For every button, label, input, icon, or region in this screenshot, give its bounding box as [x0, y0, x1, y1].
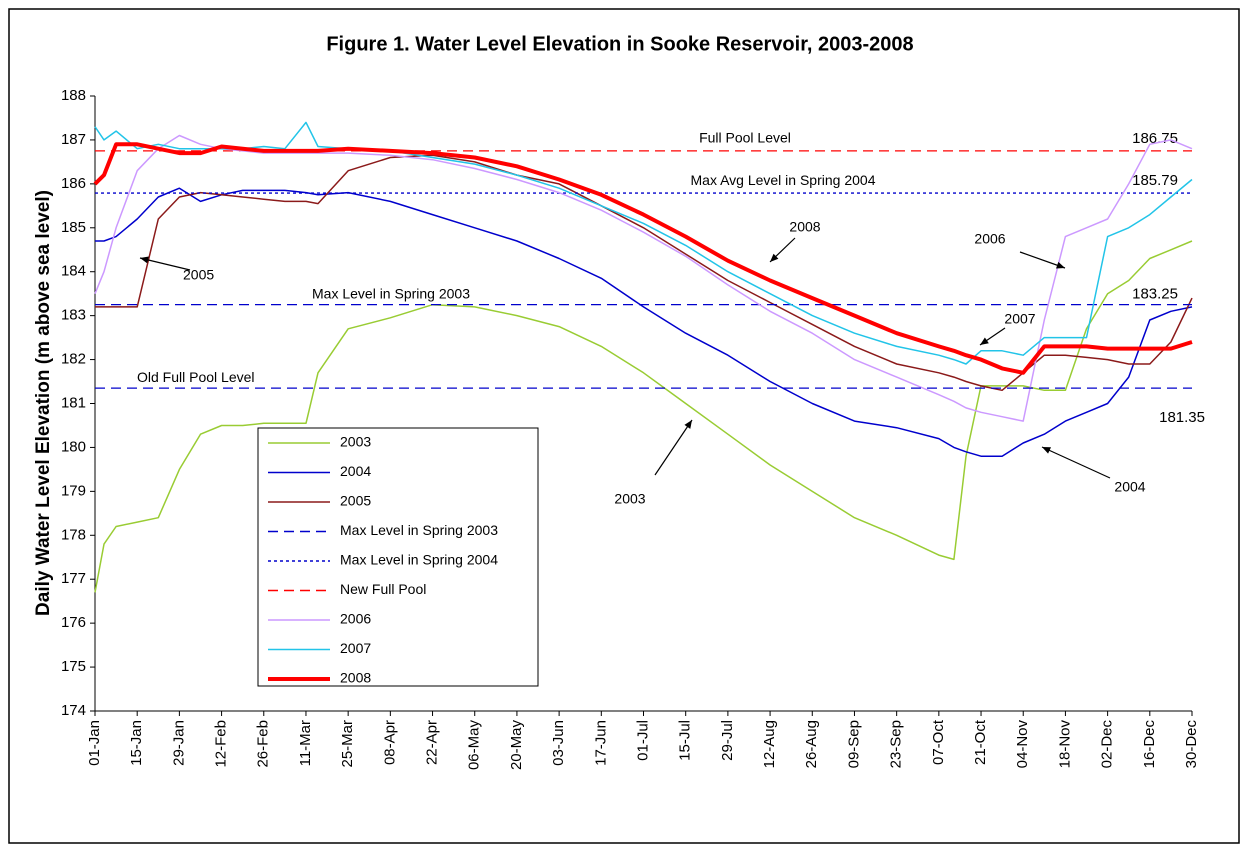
legend-label: 2008: [340, 670, 371, 686]
x-tick-label: 12-Aug: [761, 720, 778, 768]
series-line: [94, 240, 1193, 593]
y-tick-label: 182: [61, 351, 86, 368]
x-tick-label: 29-Jul: [719, 720, 736, 761]
annotation-arrow: [139, 257, 191, 271]
legend-label: 2006: [340, 611, 371, 627]
annotation-label: 2004: [1114, 479, 1145, 495]
y-tick-label: 176: [61, 614, 86, 631]
reference-value: 183.25: [1132, 286, 1178, 303]
x-tick-label: 22-Apr: [424, 720, 441, 765]
y-tick-label: 185: [61, 219, 86, 236]
y-tick-label: 178: [61, 526, 86, 543]
y-tick-label: 188: [61, 87, 86, 104]
y-tick-label: 183: [61, 307, 86, 324]
y-tick-label: 186: [61, 175, 86, 192]
frame: [8, 8, 1240, 844]
x-tick-label: 21-Oct: [972, 719, 989, 765]
chart-title: Figure 1. Water Level Elevation in Sooke…: [326, 33, 913, 55]
y-axis-label: Daily Water Level Elevation (m above sea…: [33, 190, 54, 616]
annotation-arrowhead: [684, 420, 692, 429]
reference-annotation: Full Pool Level: [699, 130, 791, 146]
annotation-arrowhead: [980, 337, 989, 345]
x-tick-label: 01-Jan: [86, 720, 103, 766]
x-tick-label: 26-Aug: [803, 720, 820, 768]
legend-label: New Full Pool: [340, 581, 426, 597]
reference-annotation: Max Level in Spring 2003: [312, 285, 470, 301]
x-tick-label: 26-Feb: [255, 720, 272, 768]
x-tick-label: 06-May: [466, 720, 483, 771]
annotation-label: 2005: [183, 267, 214, 283]
legend-label: 2004: [340, 463, 371, 479]
x-tick-label: 15-Jul: [677, 720, 694, 761]
annotation-arrow: [1041, 446, 1111, 479]
annotation-label: 2007: [1004, 311, 1035, 327]
legend: [257, 427, 539, 687]
reference-value: 186.75: [1132, 130, 1178, 147]
x-tick-label: 11-Mar: [297, 720, 314, 766]
x-tick-label: 03-Jun: [550, 720, 567, 766]
annotation-label: 2006: [974, 231, 1005, 247]
x-tick-label: 16-Dec: [1141, 720, 1158, 769]
annotation-arrowhead: [770, 253, 779, 262]
annotation-label: 2008: [789, 219, 820, 235]
y-tick-label: 180: [61, 438, 86, 455]
x-tick-label: 30-Dec: [1183, 720, 1200, 769]
y-tick-label: 187: [61, 131, 86, 148]
legend-label: 2007: [340, 640, 371, 656]
y-tick-label: 179: [61, 482, 86, 499]
reference-value: 181.35: [1159, 409, 1205, 426]
y-tick-label: 181: [61, 394, 86, 411]
reference-value: 185.79: [1132, 172, 1178, 189]
x-tick-label: 08-Apr: [381, 720, 398, 765]
annotation-arrowhead: [1056, 261, 1065, 269]
annotation-arrowhead: [1042, 447, 1051, 454]
x-tick-label: 02-Dec: [1099, 720, 1116, 769]
x-tick-label: 29-Jan: [170, 720, 187, 766]
x-tick-label: 01-Jul: [634, 720, 651, 761]
reference-annotation: Max Avg Level in Spring 2004: [691, 172, 876, 188]
x-tick-label: 09-Sep: [845, 720, 862, 768]
x-tick-label: 04-Nov: [1014, 720, 1031, 769]
reference-annotation: Old Full Pool Level: [137, 369, 255, 385]
x-tick-label: 20-May: [508, 720, 525, 771]
x-tick-label: 23-Sep: [888, 720, 905, 768]
legend-label: Max Level in Spring 2004: [340, 552, 498, 568]
x-tick-label: 07-Oct: [930, 719, 947, 765]
x-tick-label: 15-Jan: [128, 720, 145, 766]
annotation-arrow: [654, 419, 693, 476]
annotation-label: 2003: [614, 491, 645, 507]
y-tick-label: 177: [61, 570, 86, 587]
y-tick-label: 174: [61, 702, 86, 719]
series-line: [95, 187, 1193, 457]
annotation-arrowhead: [140, 256, 149, 264]
x-tick-label: 12-Feb: [213, 720, 230, 768]
y-tick-label: 184: [61, 263, 86, 280]
series-line: [93, 142, 1193, 375]
x-tick-label: 18-Nov: [1056, 720, 1073, 769]
legend-label: Max Level in Spring 2003: [340, 522, 498, 538]
legend-label: 2005: [340, 493, 371, 509]
x-tick-label: 25-Mar: [339, 720, 356, 768]
y-tick-label: 175: [61, 658, 86, 675]
legend-label: 2003: [340, 434, 371, 450]
series-line: [95, 154, 1193, 392]
x-tick-label: 17-Jun: [592, 720, 609, 766]
